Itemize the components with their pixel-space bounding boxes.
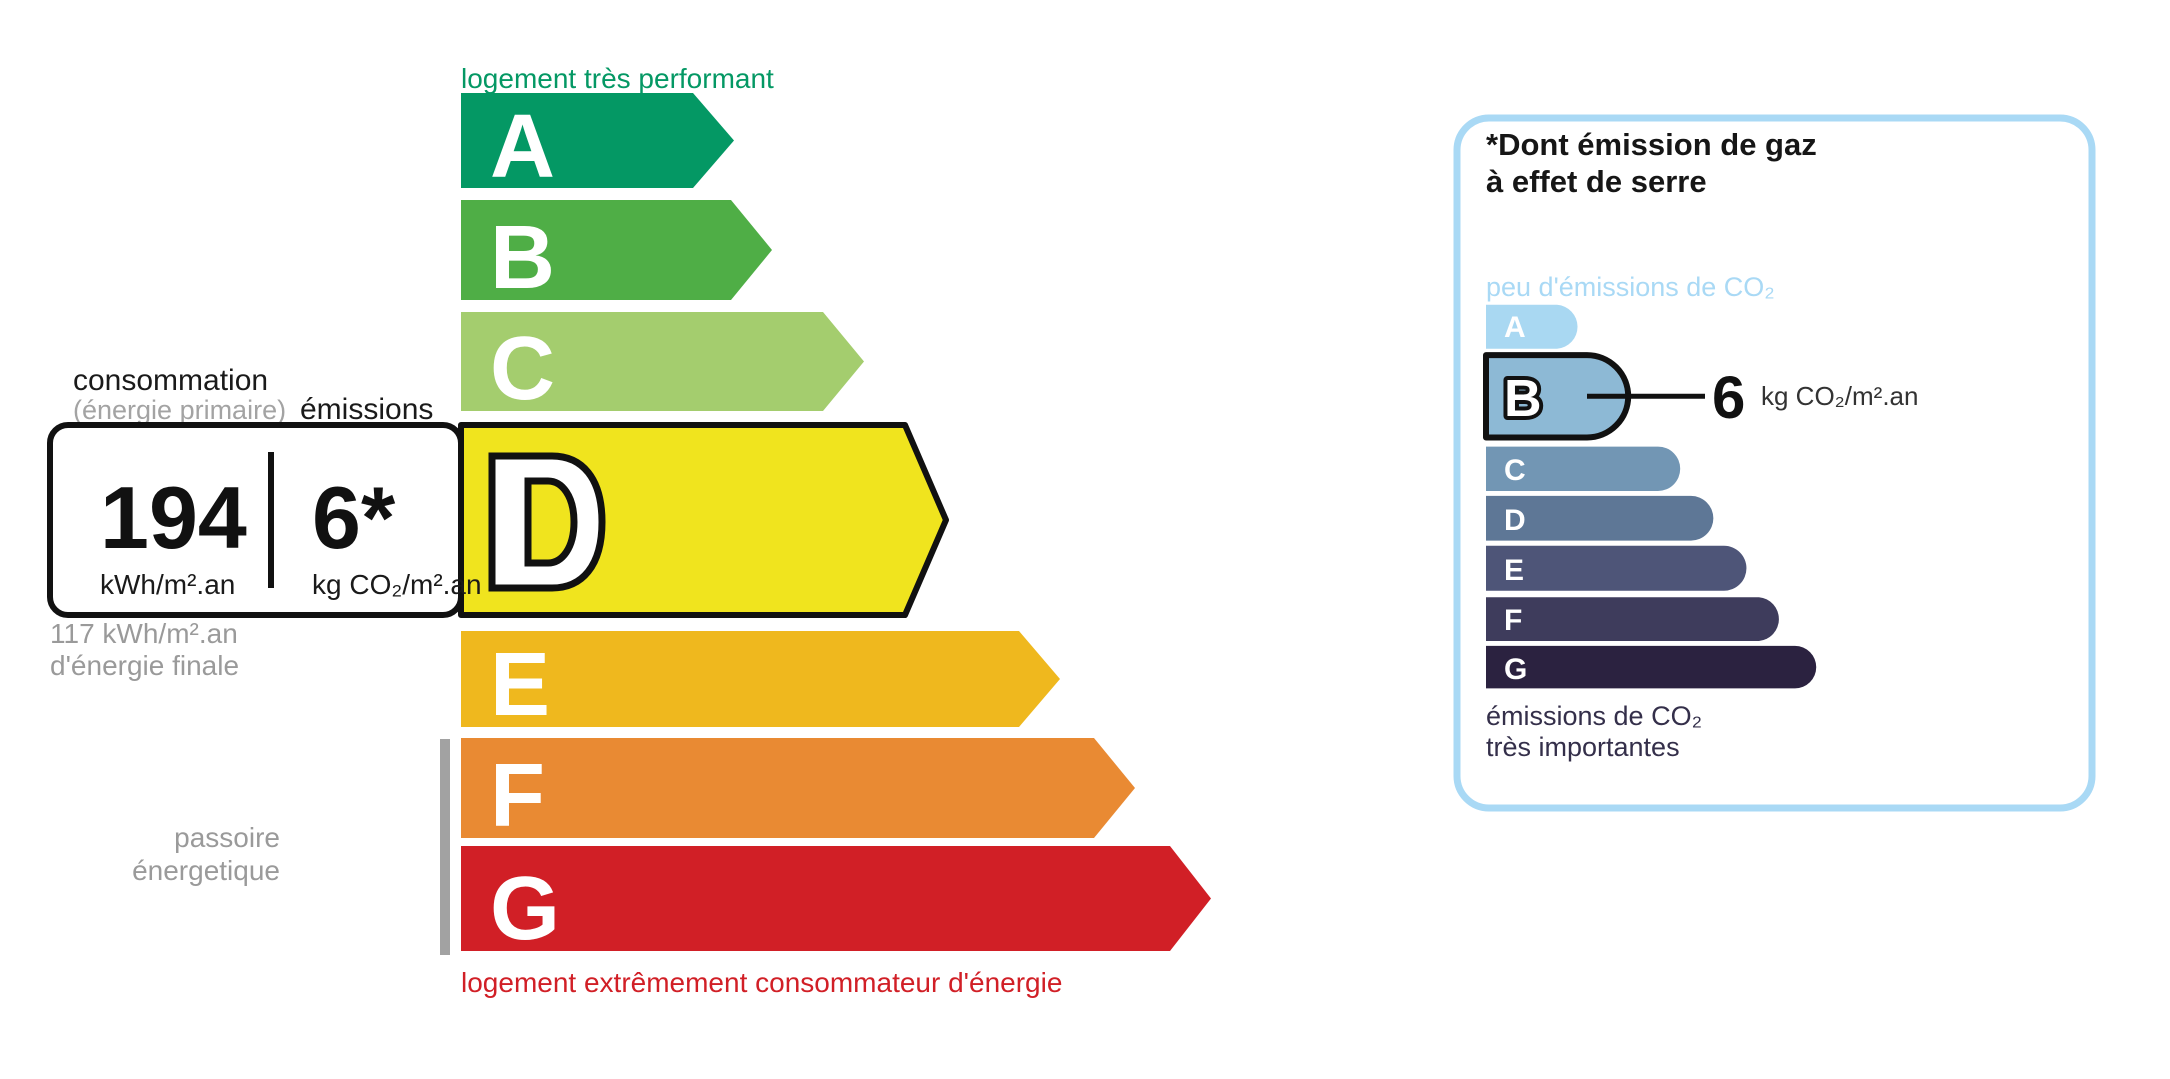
svg-text:A: A [490,97,555,197]
svg-text:D: D [1504,504,1526,537]
svg-text:logement extrêmement consommat: logement extrêmement consommateur d'éner… [461,967,1062,998]
svg-text:117 kWh/m².an: 117 kWh/m².an [50,618,238,649]
svg-text:consommation: consommation [73,364,268,397]
svg-text:émissions: émissions [300,393,433,426]
svg-text:très importantes: très importantes [1486,732,1680,762]
svg-text:E: E [490,635,550,735]
svg-text:C: C [1504,454,1526,487]
svg-text:6*: 6* [312,468,396,567]
svg-text:B: B [490,208,555,308]
svg-text:kg CO₂/m².an: kg CO₂/m².an [1761,381,1918,411]
svg-text:(énergie primaire): (énergie primaire) [73,395,286,425]
svg-text:F: F [490,746,545,846]
svg-text:G: G [490,859,560,959]
svg-text:peu d'émissions de CO₂: peu d'émissions de CO₂ [1486,272,1775,302]
svg-text:énergetique: énergetique [132,855,280,886]
svg-text:G: G [1504,653,1527,686]
svg-text:F: F [1504,604,1522,637]
svg-text:passoire: passoire [174,822,280,853]
svg-text:émissions de CO₂: émissions de CO₂ [1486,701,1702,731]
svg-text:A: A [1504,311,1526,344]
svg-text:kg CO₂/m².an: kg CO₂/m².an [312,569,482,600]
svg-text:194: 194 [100,468,247,567]
svg-text:E: E [1504,554,1524,587]
svg-text:kWh/m².an: kWh/m².an [100,569,235,600]
svg-text:C: C [490,319,555,419]
svg-text:*Dont émission de gaz: *Dont émission de gaz [1486,127,1817,162]
svg-text:à effet de serre: à effet de serre [1486,164,1707,199]
svg-text:B: B [1504,370,1542,428]
svg-text:6: 6 [1712,364,1745,431]
svg-text:logement très performant: logement très performant [461,63,774,94]
svg-text:d'énergie finale: d'énergie finale [50,650,239,681]
